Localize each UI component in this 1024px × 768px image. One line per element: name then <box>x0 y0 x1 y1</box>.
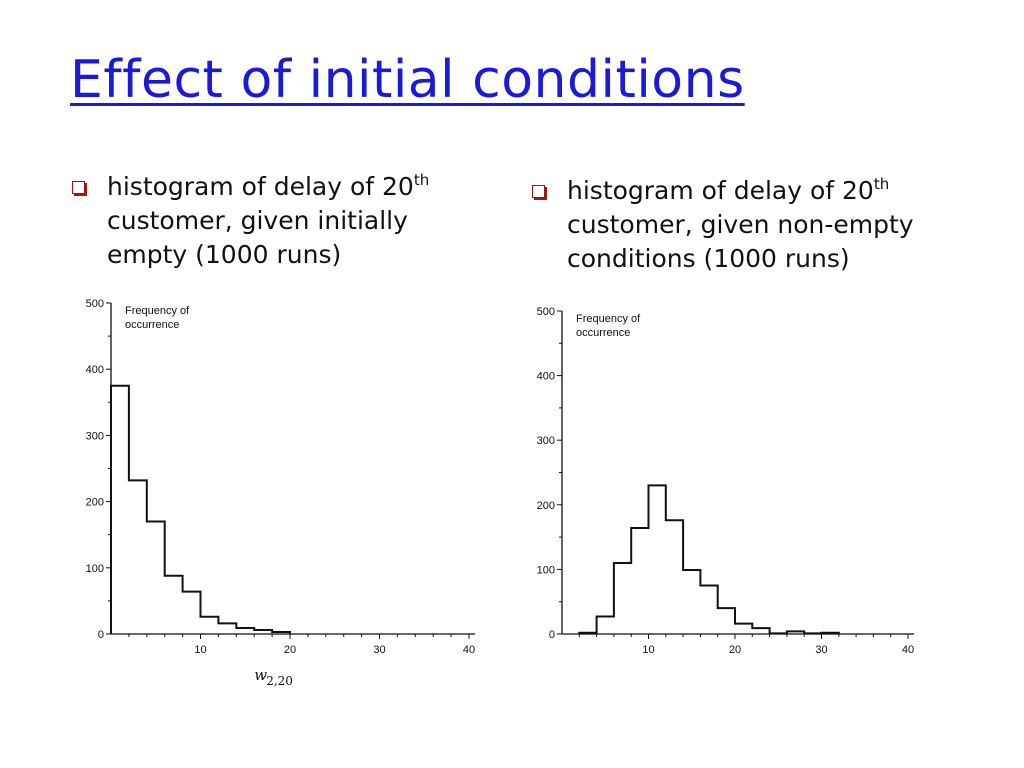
right-x-tick-label: 10 <box>642 644 654 656</box>
right-y-tick-label: 100 <box>537 564 555 576</box>
bullet-left-sup: th <box>413 171 430 189</box>
left-y-tick-label: 100 <box>86 563 104 575</box>
right-bar <box>700 586 717 634</box>
left-bar <box>183 592 201 634</box>
right-bar <box>718 608 735 634</box>
right-bar <box>649 485 666 634</box>
left-bar <box>201 617 219 634</box>
bullet-right-sup: th <box>873 175 890 193</box>
left-y-tick-label: 500 <box>86 298 104 310</box>
right-bar <box>683 570 700 634</box>
right-y-tick-label: 500 <box>537 306 555 318</box>
left-bar <box>236 628 254 634</box>
right-bar <box>614 563 631 634</box>
right-x-tick-label: 30 <box>815 644 827 656</box>
left-xlabel-sub: 2,20 <box>266 674 293 688</box>
left-y-tick-label: 300 <box>86 430 104 442</box>
right-bar <box>666 520 683 634</box>
left-y-tick-label: 200 <box>86 497 104 509</box>
right-bar <box>735 624 752 634</box>
right-bar <box>787 631 804 634</box>
slide-title: Effect of initial conditions <box>70 50 745 110</box>
right-y-tick-label: 200 <box>537 500 555 512</box>
bullet-left-line2: customer, given initially <box>107 206 408 235</box>
bullet-left-text: histogram of delay of 20th customer, giv… <box>107 170 429 272</box>
right-y-tick-label: 300 <box>537 435 555 447</box>
right-y-tick-label: 0 <box>549 629 555 641</box>
bullet-right-line1: histogram of delay of 20 <box>567 176 874 205</box>
right-ylabel-line2: occurrence <box>576 327 630 339</box>
left-bar <box>218 623 236 634</box>
right-bar <box>822 633 839 634</box>
right-bar <box>579 633 596 634</box>
bullet-square-icon <box>532 185 545 198</box>
bullet-right-line3: conditions (1000 runs) <box>567 244 850 273</box>
left-histogram-outline <box>110 384 291 634</box>
left-x-tick-label: 40 <box>463 644 475 656</box>
bullet-right-text: histogram of delay of 20th customer, giv… <box>567 174 914 276</box>
right-bar <box>804 633 821 634</box>
right-y-tick-label: 400 <box>537 371 555 383</box>
left-bar <box>147 521 165 634</box>
bullet-square-icon <box>72 181 85 194</box>
bullet-left-line3: empty (1000 runs) <box>107 240 342 269</box>
left-xlabel-main: w <box>254 666 267 684</box>
left-x-tick-label: 20 <box>284 644 296 656</box>
bullet-right-line2: customer, given non-empty <box>567 210 914 239</box>
left-ylabel-line2: occurrence <box>125 319 179 331</box>
right-bar <box>597 617 614 634</box>
left-bar <box>254 630 272 634</box>
left-bar <box>165 576 183 634</box>
right-histogram-outline <box>578 484 840 635</box>
right-ylabel-line1: Frequency of <box>576 313 641 325</box>
right-bar <box>770 633 787 634</box>
left-bar <box>129 480 147 634</box>
bullet-right: histogram of delay of 20th customer, giv… <box>532 174 952 276</box>
left-y-tick-label: 0 <box>98 629 104 641</box>
bullet-left-line1: histogram of delay of 20 <box>107 172 414 201</box>
right-x-tick-label: 40 <box>902 644 914 656</box>
left-ylabel-line1: Frequency of <box>125 305 190 317</box>
left-bar <box>111 386 129 634</box>
right-bar <box>752 628 769 634</box>
left-x-tick-label: 30 <box>373 644 385 656</box>
right-bar <box>631 528 648 634</box>
left-y-tick-label: 400 <box>86 364 104 376</box>
left-bar <box>272 632 290 634</box>
left-x-tick-label: 10 <box>194 644 206 656</box>
right-x-tick-label: 20 <box>729 644 741 656</box>
bullet-left: histogram of delay of 20th customer, giv… <box>72 170 472 272</box>
